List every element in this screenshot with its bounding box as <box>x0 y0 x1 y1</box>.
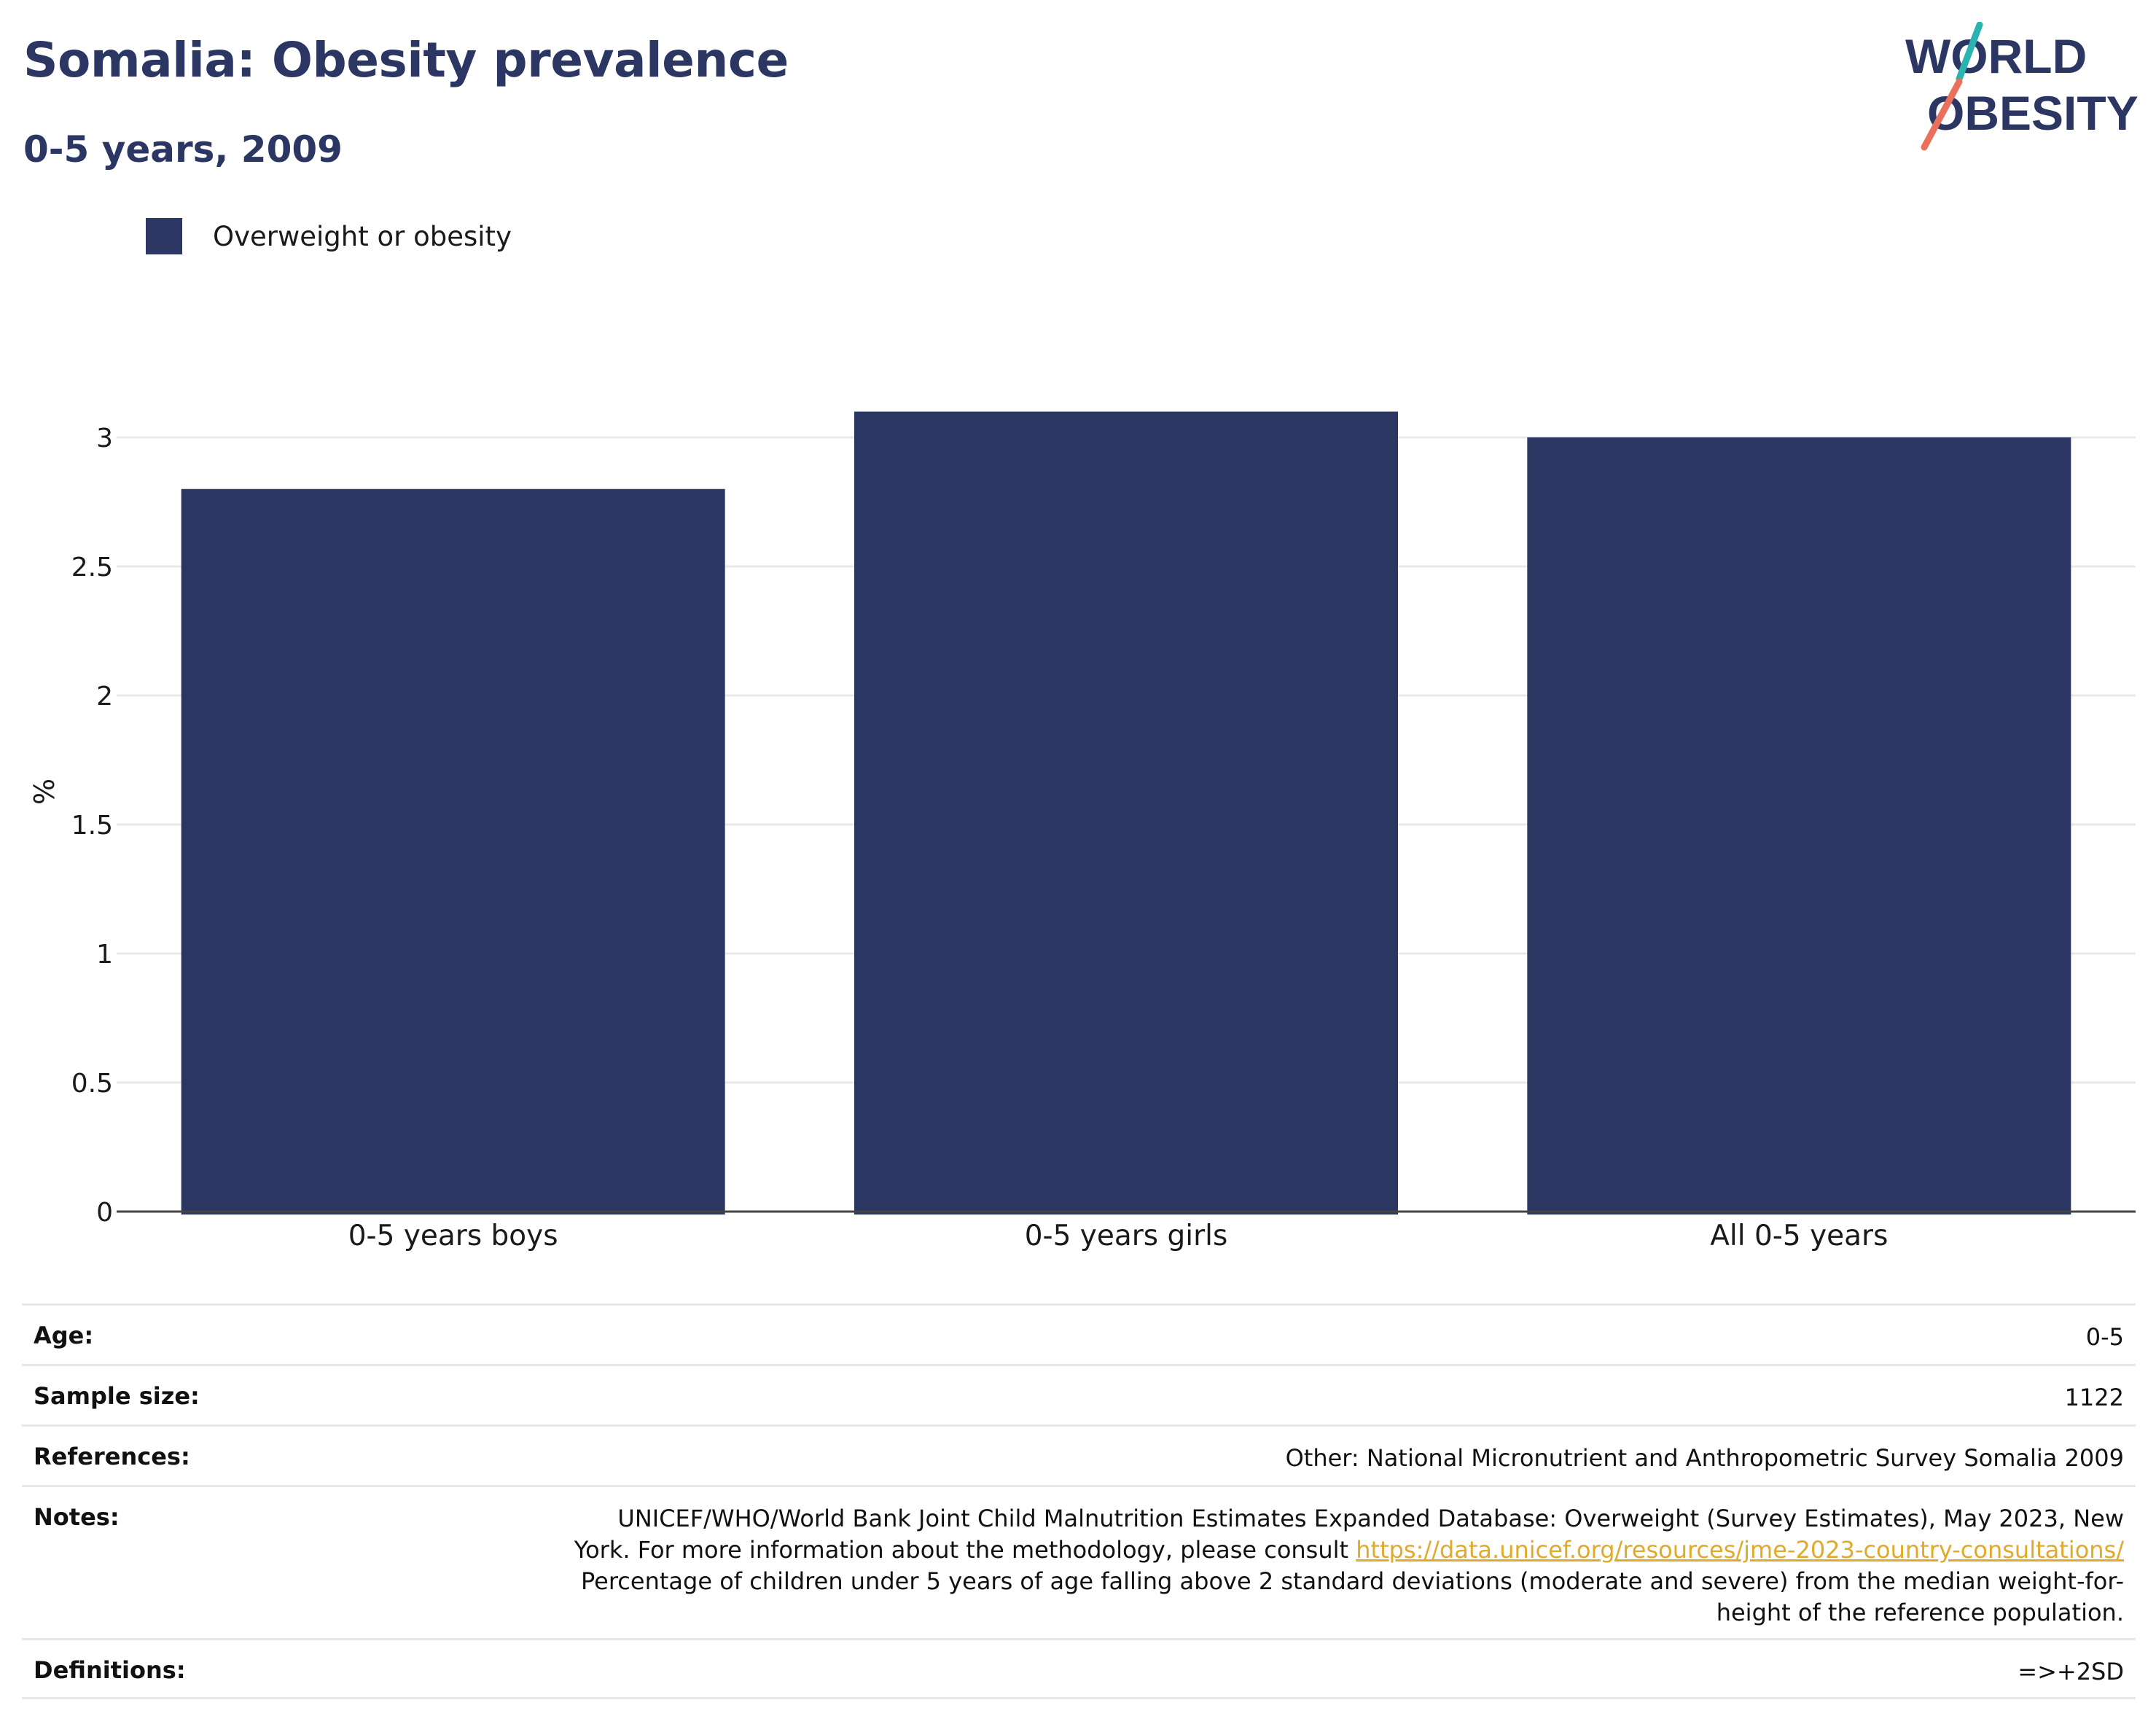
meta-row-references: References: Other: National Micronutrien… <box>22 1424 2136 1485</box>
y-axis-label: % <box>28 779 60 805</box>
notes-line-2-text: York. For more information about the met… <box>574 1536 1356 1564</box>
meta-sample-label: Sample size: <box>34 1382 200 1410</box>
meta-references-value: Other: National Micronutrient and Anthro… <box>1285 1444 2124 1472</box>
notes-line-4: height of the reference population. <box>1716 1599 2124 1626</box>
chart-legend: Overweight or obesity <box>146 216 512 257</box>
bar-3 <box>1527 437 2071 1214</box>
legend-label: Overweight or obesity <box>213 220 512 252</box>
y-tick-label: 3 <box>96 424 113 453</box>
meta-age-value: 0-5 <box>2085 1323 2124 1351</box>
meta-row-notes: Notes: UNICEF/WHO/World Bank Joint Child… <box>22 1485 2136 1638</box>
notes-methodology-link[interactable]: https://data.unicef.org/resources/jme-20… <box>1356 1536 2124 1564</box>
x-tick-label: 0-5 years boys <box>348 1220 558 1252</box>
chart-subtitle: 0-5 years, 2009 <box>23 128 343 171</box>
x-tick-label: All 0-5 years <box>1710 1220 1888 1252</box>
meta-definitions-label: Definitions: <box>34 1656 186 1684</box>
meta-row-age: Age: 0-5 <box>22 1303 2136 1364</box>
meta-age-label: Age: <box>34 1322 94 1349</box>
meta-row-definitions: Definitions: =>+2SD <box>22 1638 2136 1699</box>
legend-swatch <box>146 218 182 254</box>
logo-text-world: WORLD <box>1905 29 2087 83</box>
y-tick-label: 2.5 <box>71 553 113 582</box>
meta-notes-value: UNICEF/WHO/World Bank Joint Child Malnut… <box>574 1503 2124 1629</box>
meta-sample-value: 1122 <box>2064 1384 2124 1411</box>
y-tick-label: 0.5 <box>71 1069 113 1099</box>
metadata-table: Age: 0-5 Sample size: 1122 References: O… <box>22 1303 2136 1699</box>
bar-chart: 0 0.5 1 1.5 2 2.5 3 0-5 years boys 0-5 years gi… <box>28 411 2136 1252</box>
meta-row-sample-size: Sample size: 1122 <box>22 1364 2136 1424</box>
y-tick-label: 1.5 <box>71 811 113 841</box>
y-tick-label: 2 <box>96 682 113 711</box>
y-tick-label: 1 <box>96 940 113 970</box>
notes-line-1: UNICEF/WHO/World Bank Joint Child Malnut… <box>617 1505 2124 1532</box>
notes-line-2: York. For more information about the met… <box>574 1535 2124 1566</box>
logo-text-obesity: OBESITY <box>1927 86 2139 140</box>
meta-definitions-value: =>+2SD <box>2018 1658 2124 1685</box>
y-tick-labels: 0 0.5 1 1.5 2 2.5 3 <box>71 424 113 1228</box>
meta-notes-label: Notes: <box>34 1503 120 1531</box>
x-tick-labels: 0-5 years boys 0-5 years girls All 0-5 yea… <box>348 1220 1889 1252</box>
meta-references-label: References: <box>34 1443 190 1470</box>
notes-line-3: Percentage of children under 5 years of … <box>581 1567 2124 1595</box>
bar-2 <box>854 411 1398 1214</box>
world-obesity-logo: WORLD OBESITY <box>1905 22 2139 151</box>
bars <box>181 411 2071 1214</box>
bar-1 <box>181 488 725 1214</box>
x-tick-label: 0-5 years girls <box>1025 1220 1228 1252</box>
y-tick-label: 0 <box>96 1198 113 1228</box>
chart-title: Somalia: Obesity prevalence <box>23 32 789 88</box>
